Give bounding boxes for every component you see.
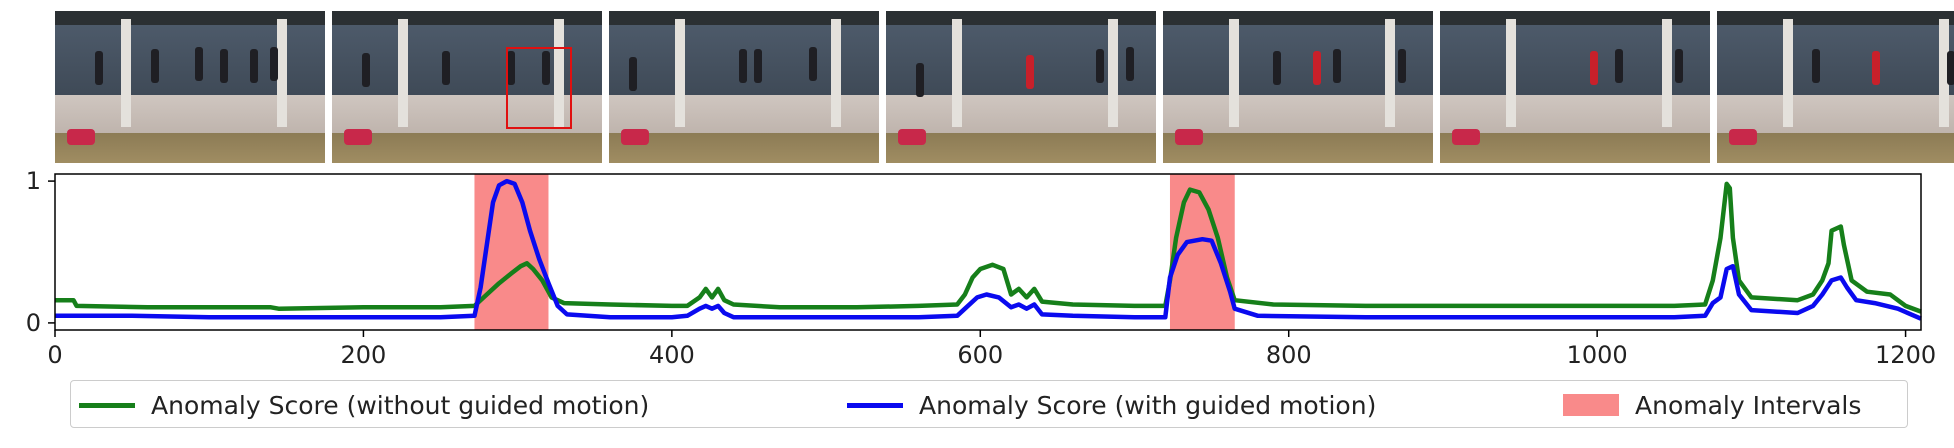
- frame-5: [1163, 11, 1433, 163]
- frame-1: [55, 11, 325, 163]
- x-tick-label-1200: 1200: [1875, 341, 1936, 369]
- series-line-without-guided-motion: [55, 181, 1922, 314]
- x-tick-label-400: 400: [649, 341, 695, 369]
- video-frame-strip: [55, 11, 1954, 163]
- x-tick-label-1000: 1000: [1567, 341, 1628, 369]
- x-tick-label-600: 600: [957, 341, 1003, 369]
- x-tick-label-800: 800: [1266, 341, 1312, 369]
- frame-6: [1440, 11, 1710, 163]
- chart-legend: Anomaly Score (without guided motion) An…: [70, 380, 1908, 428]
- frame-7: [1717, 11, 1954, 163]
- y-tick-label-0: 0: [26, 309, 41, 337]
- legend-label-with-guided-motion: Anomaly Score (with guided motion): [919, 390, 1377, 420]
- legend-swatch-blue-line: [847, 402, 903, 408]
- x-tick-label-0: 0: [47, 341, 62, 369]
- anomaly-bounding-box: [506, 47, 572, 129]
- legend-item-anomaly-intervals: Anomaly Intervals: [1563, 381, 1861, 429]
- plot-frame: [54, 173, 1922, 331]
- frame-3: [609, 11, 879, 163]
- x-tick-label-200: 200: [341, 341, 387, 369]
- legend-item-without-guided-motion: Anomaly Score (without guided motion): [79, 381, 649, 429]
- series-line-with-guided-motion: [55, 178, 1922, 321]
- y-tick-label-1: 1: [26, 167, 41, 195]
- legend-swatch-interval-patch: [1563, 394, 1619, 416]
- frame-2: [332, 11, 602, 163]
- legend-item-with-guided-motion: Anomaly Score (with guided motion): [847, 381, 1376, 429]
- legend-swatch-green-line: [79, 402, 135, 408]
- frame-4: [886, 11, 1156, 163]
- legend-label-anomaly-intervals: Anomaly Intervals: [1635, 390, 1862, 420]
- legend-label-without-guided-motion: Anomaly Score (without guided motion): [151, 390, 650, 420]
